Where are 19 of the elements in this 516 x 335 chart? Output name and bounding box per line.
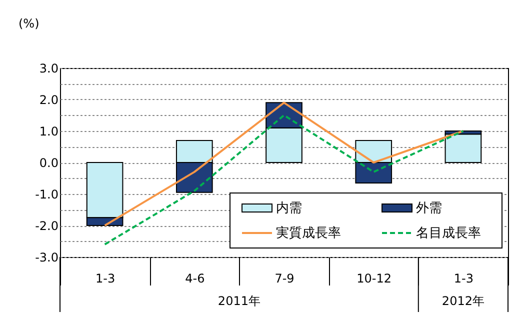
legend-label: 実質成長率 bbox=[276, 225, 341, 241]
legend-label: 内需 bbox=[276, 201, 302, 216]
x-tick-label: 1-3 bbox=[95, 272, 116, 286]
text: 2011年 bbox=[218, 294, 260, 308]
y-tick-label: 0.0 bbox=[39, 156, 58, 170]
legend-label: 名目成長率 bbox=[416, 225, 481, 241]
y-tick-label: 1.0 bbox=[39, 124, 58, 138]
x-tick-label: 1-3 bbox=[454, 272, 474, 286]
y-tick-label: 3.0 bbox=[39, 62, 58, 76]
x-tick-label: 7-9 bbox=[274, 272, 294, 286]
y-tick-label: -1.0 bbox=[35, 188, 58, 202]
legend-label: 外需 bbox=[416, 201, 442, 216]
x-tick-label: 4-6 bbox=[185, 272, 205, 286]
y-tick-label: -3.0 bbox=[35, 250, 58, 264]
y-axis-title: (%) bbox=[18, 16, 40, 30]
y-tick-label: 2.0 bbox=[39, 93, 58, 107]
text: 2012年 bbox=[442, 294, 484, 308]
y-tick-label: -2.0 bbox=[35, 219, 58, 233]
x-tick-label: 10-12 bbox=[356, 272, 392, 286]
